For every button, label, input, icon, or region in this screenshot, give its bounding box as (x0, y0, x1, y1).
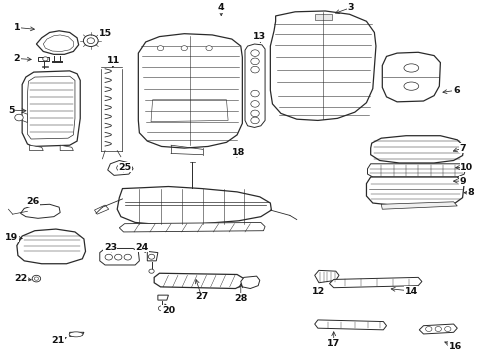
Polygon shape (315, 14, 332, 20)
Text: 18: 18 (232, 148, 245, 157)
Text: 16: 16 (448, 342, 462, 351)
Text: 23: 23 (104, 243, 117, 252)
Circle shape (149, 269, 154, 273)
Text: 25: 25 (118, 163, 131, 172)
Circle shape (181, 46, 188, 51)
Circle shape (251, 117, 259, 124)
Polygon shape (382, 52, 441, 102)
Circle shape (15, 114, 23, 121)
Polygon shape (315, 320, 387, 330)
Text: 27: 27 (195, 292, 208, 301)
Text: 9: 9 (459, 177, 466, 186)
Circle shape (157, 46, 164, 51)
Text: 2: 2 (14, 54, 20, 63)
Polygon shape (315, 270, 339, 283)
Text: 7: 7 (459, 144, 466, 153)
Circle shape (34, 277, 39, 280)
Text: 28: 28 (234, 293, 247, 302)
Circle shape (83, 35, 98, 46)
Polygon shape (241, 276, 260, 288)
Text: 14: 14 (405, 287, 418, 296)
Polygon shape (100, 248, 139, 265)
Text: 4: 4 (218, 3, 224, 12)
Text: 19: 19 (5, 233, 18, 242)
Polygon shape (138, 34, 243, 148)
Ellipse shape (69, 332, 83, 337)
Circle shape (251, 50, 259, 57)
Text: 5: 5 (8, 105, 15, 114)
Text: 10: 10 (460, 163, 473, 172)
Circle shape (115, 254, 122, 260)
Circle shape (43, 57, 48, 61)
Text: 17: 17 (327, 339, 341, 348)
Polygon shape (43, 35, 74, 51)
Text: 26: 26 (26, 197, 39, 206)
Polygon shape (154, 273, 244, 288)
Polygon shape (27, 76, 75, 139)
Polygon shape (21, 204, 60, 218)
Polygon shape (151, 100, 228, 122)
Polygon shape (70, 332, 84, 337)
Polygon shape (367, 177, 464, 205)
Text: 3: 3 (347, 3, 354, 12)
Polygon shape (95, 205, 109, 214)
Text: 22: 22 (14, 274, 27, 283)
Circle shape (426, 327, 432, 332)
Text: 6: 6 (453, 86, 460, 95)
Circle shape (435, 327, 441, 332)
Polygon shape (419, 324, 457, 334)
Text: 20: 20 (162, 306, 175, 315)
Circle shape (87, 38, 95, 44)
Polygon shape (22, 71, 80, 147)
Circle shape (444, 327, 451, 332)
Circle shape (251, 66, 259, 73)
Text: 15: 15 (98, 29, 112, 38)
Polygon shape (36, 31, 79, 54)
Polygon shape (120, 222, 265, 232)
Circle shape (251, 100, 259, 107)
Text: 12: 12 (312, 287, 325, 296)
Polygon shape (158, 295, 169, 300)
Circle shape (32, 275, 41, 282)
Circle shape (105, 254, 112, 260)
Polygon shape (29, 145, 43, 150)
Text: 21: 21 (51, 336, 64, 345)
Circle shape (206, 46, 212, 51)
Circle shape (251, 110, 259, 117)
Polygon shape (147, 251, 158, 261)
Text: 24: 24 (135, 243, 148, 252)
Polygon shape (370, 136, 464, 163)
Text: 1: 1 (14, 23, 20, 32)
Circle shape (158, 306, 165, 311)
Polygon shape (22, 112, 27, 122)
Polygon shape (368, 164, 466, 177)
Polygon shape (245, 44, 265, 127)
Circle shape (117, 165, 125, 171)
Polygon shape (117, 186, 271, 225)
Polygon shape (108, 161, 133, 175)
Text: 11: 11 (107, 56, 121, 65)
Polygon shape (381, 202, 457, 209)
Polygon shape (329, 277, 422, 288)
Circle shape (124, 254, 131, 260)
Circle shape (251, 90, 259, 97)
Text: 8: 8 (467, 188, 474, 197)
Polygon shape (17, 229, 86, 264)
Polygon shape (60, 145, 74, 150)
Polygon shape (38, 57, 49, 60)
Polygon shape (270, 11, 376, 121)
Text: 13: 13 (253, 32, 267, 41)
Circle shape (148, 254, 155, 259)
Circle shape (251, 58, 259, 65)
